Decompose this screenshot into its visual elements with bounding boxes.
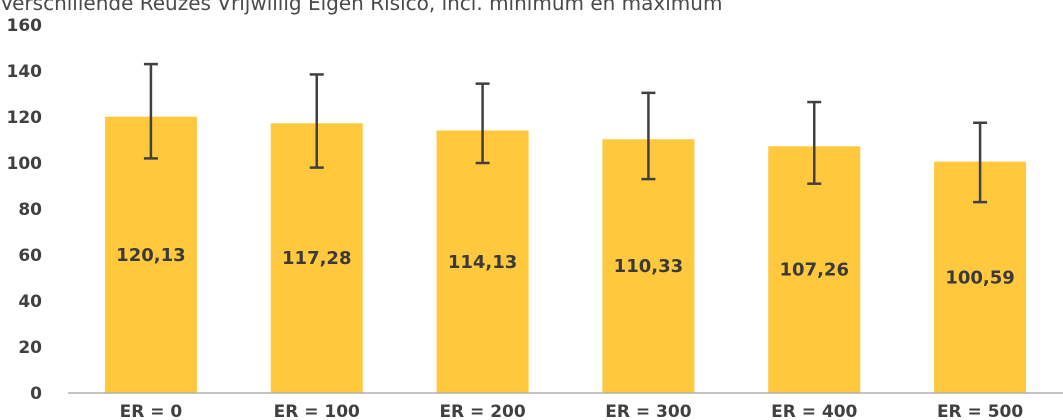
data-label: 107,26 xyxy=(780,260,849,281)
x-category-label: ER = 0 xyxy=(120,402,183,420)
bar xyxy=(104,116,197,394)
data-label: 120,13 xyxy=(116,245,185,266)
x-category-label: ER = 500 xyxy=(937,402,1023,420)
x-category-label: ER = 200 xyxy=(439,402,525,420)
bar xyxy=(602,139,695,393)
x-category-label: ER = 300 xyxy=(605,402,691,420)
y-tick-label: 40 xyxy=(18,292,42,312)
x-category-label: ER = 100 xyxy=(274,402,360,420)
data-label: 100,59 xyxy=(945,267,1014,288)
y-tick-label: 120 xyxy=(7,108,43,128)
data-label: 110,33 xyxy=(614,256,683,277)
bar xyxy=(768,146,861,393)
bar xyxy=(436,130,529,393)
y-tick-label: 60 xyxy=(18,246,42,266)
chart-title: Verschillende Reuzes Vrijwillig Eigen Ri… xyxy=(0,0,723,15)
y-tick-label: 100 xyxy=(7,154,43,174)
x-category-label: ER = 400 xyxy=(771,402,857,420)
y-tick-label: 20 xyxy=(18,338,42,358)
y-tick-label: 140 xyxy=(7,62,43,82)
data-label: 114,13 xyxy=(448,252,517,273)
y-tick-label: 0 xyxy=(30,384,42,404)
y-tick-label: 160 xyxy=(7,16,43,36)
y-tick-label: 80 xyxy=(18,200,42,220)
data-label: 117,28 xyxy=(282,248,351,269)
